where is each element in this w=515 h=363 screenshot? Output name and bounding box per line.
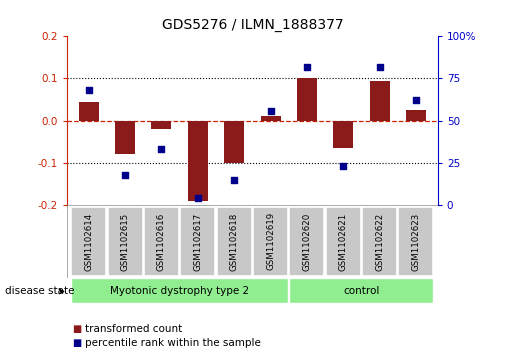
Point [412,98,420,103]
Bar [79,102,99,121]
Point [339,163,347,169]
FancyBboxPatch shape [362,207,397,276]
Text: GSM1102615: GSM1102615 [121,212,130,270]
Text: control: control [343,286,380,296]
Bar [224,121,244,163]
FancyBboxPatch shape [399,207,434,276]
Text: disease state: disease state [5,286,75,297]
FancyBboxPatch shape [144,207,179,276]
Point [84,87,93,93]
Bar [406,110,426,121]
Text: GSM1102616: GSM1102616 [157,212,166,270]
Text: GSM1102617: GSM1102617 [193,212,202,270]
Text: GSM1102621: GSM1102621 [339,212,348,270]
Bar [370,81,389,121]
FancyBboxPatch shape [180,207,215,276]
FancyBboxPatch shape [253,207,288,276]
Text: GSM1102623: GSM1102623 [411,212,420,270]
FancyBboxPatch shape [108,207,143,276]
Point [230,177,238,183]
FancyBboxPatch shape [289,207,324,276]
Text: GSM1102614: GSM1102614 [84,212,93,270]
Text: GSM1102620: GSM1102620 [302,212,312,270]
Text: ■: ■ [72,338,81,348]
Bar [151,121,171,129]
Bar [333,121,353,148]
Text: GSM1102622: GSM1102622 [375,212,384,270]
Text: transformed count: transformed count [85,323,182,334]
Point [266,108,274,114]
FancyBboxPatch shape [217,207,252,276]
Point [158,147,166,152]
Point [194,195,202,201]
Text: Myotonic dystrophy type 2: Myotonic dystrophy type 2 [110,286,249,296]
Bar [115,121,135,155]
FancyBboxPatch shape [289,278,434,303]
FancyBboxPatch shape [71,207,106,276]
FancyBboxPatch shape [326,207,360,276]
Bar [188,121,208,201]
FancyBboxPatch shape [71,278,288,303]
Bar [297,78,317,121]
Title: GDS5276 / ILMN_1888377: GDS5276 / ILMN_1888377 [162,19,343,33]
Point [121,172,129,178]
Text: GSM1102618: GSM1102618 [230,212,238,270]
Bar [261,117,281,121]
Text: percentile rank within the sample: percentile rank within the sample [85,338,261,348]
Text: GSM1102619: GSM1102619 [266,212,275,270]
Point [303,64,311,70]
Text: ■: ■ [72,323,81,334]
Point [375,64,384,70]
